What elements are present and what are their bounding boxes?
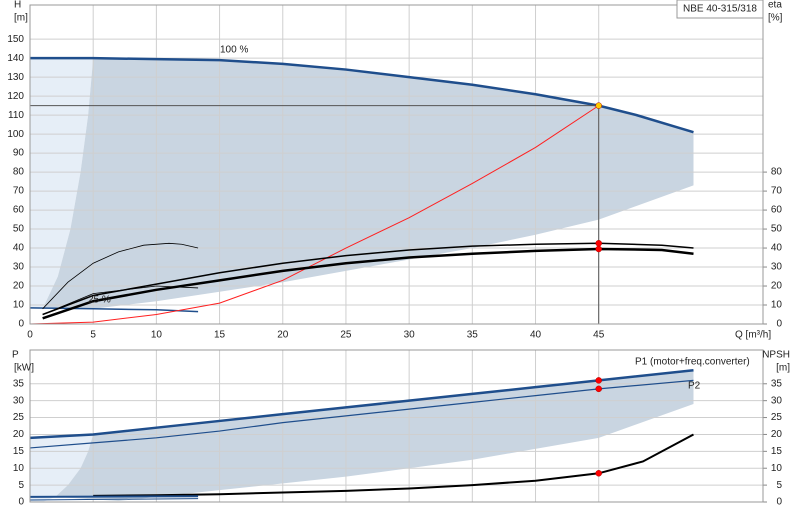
annotation: 25 % [88, 295, 111, 306]
y-axis-label: P [12, 350, 19, 361]
curve [42, 242, 694, 316]
duty-point [595, 470, 602, 477]
y2-tick-label: 10 [771, 463, 783, 474]
y2-tick-label: 30 [771, 262, 783, 273]
x-tick-label: 40 [530, 330, 542, 341]
curve [42, 285, 199, 315]
y2-axis-unit: [%] [768, 13, 783, 24]
y-tick-label: 140 [7, 53, 24, 64]
y2-tick-label: 70 [771, 186, 783, 197]
y-tick-label: 30 [13, 395, 25, 406]
annotation: P2 [688, 381, 701, 392]
curve [29, 498, 199, 501]
curve [93, 433, 694, 497]
x-tick-label: 30 [404, 330, 416, 341]
y2-tick-label: 5 [776, 480, 782, 491]
title-box [676, 0, 764, 19]
y2-tick-label: 0 [776, 497, 782, 508]
y-tick-label: 30 [13, 262, 25, 273]
y-tick-label: 150 [7, 34, 24, 45]
x-tick-label: 15 [214, 330, 226, 341]
plot-frame [29, 4, 764, 325]
y2-axis-label: eta [768, 0, 782, 11]
y-tick-label: 10 [13, 463, 25, 474]
y-tick-label: 50 [13, 224, 25, 235]
y2-tick-label: 60 [771, 205, 783, 216]
y-tick-label: 20 [13, 429, 25, 440]
x-tick-label: 5 [90, 330, 96, 341]
y2-tick-label: 25 [771, 412, 783, 423]
y-tick-label: 100 [7, 129, 24, 140]
y-tick-label: 0 [18, 497, 24, 508]
y2-tick-label: 35 [771, 378, 783, 389]
x-tick-label: 0 [27, 330, 33, 341]
y-tick-label: 0 [18, 319, 24, 330]
y-tick-label: 20 [13, 281, 25, 292]
y-axis-label: H [14, 0, 21, 11]
y2-tick-label: 0 [776, 319, 782, 330]
y-axis-unit: [m] [14, 13, 28, 24]
x-tick-label: 25 [340, 330, 352, 341]
y2-tick-label: 10 [771, 300, 783, 311]
y2-tick-label: 20 [771, 429, 783, 440]
y-tick-label: 35 [13, 378, 25, 389]
plot-frame [29, 349, 764, 503]
duty-point [595, 240, 602, 247]
y-tick-label: 10 [13, 300, 25, 311]
duty-point [595, 377, 602, 384]
duty-point [595, 245, 602, 253]
chart-title: NBE 40-315/318 [683, 4, 757, 15]
y2-axis-label: NPSH [762, 350, 790, 361]
operating-area [42, 58, 694, 309]
curve [29, 495, 199, 498]
y2-tick-label: 80 [771, 167, 783, 178]
y-tick-label: 5 [18, 480, 24, 491]
curve [29, 369, 694, 440]
y2-tick-label: 40 [771, 243, 783, 254]
y2-tick-label: 20 [771, 281, 783, 292]
x-tick-label: 35 [467, 330, 479, 341]
x-tick-label: 10 [151, 330, 163, 341]
y-tick-label: 15 [13, 446, 25, 457]
y2-tick-label: 30 [771, 395, 783, 406]
y2-tick-label: 15 [771, 446, 783, 457]
y-tick-label: 70 [13, 186, 25, 197]
operating-area [30, 58, 94, 309]
duty-point [595, 385, 602, 393]
y2-axis-unit: [m] [776, 363, 790, 374]
y-tick-label: 40 [13, 243, 25, 254]
x-tick-label: 20 [277, 330, 289, 341]
annotation: P1 (motor+freq.converter) [635, 357, 750, 368]
y-tick-label: 80 [13, 167, 25, 178]
curve [29, 379, 694, 449]
y-tick-label: 120 [7, 91, 24, 102]
annotation: 100 % [220, 45, 248, 56]
curve [29, 105, 599, 325]
y2-tick-label: 50 [771, 224, 783, 235]
y-tick-label: 25 [13, 412, 25, 423]
y-tick-label: 110 [8, 110, 24, 121]
curve [30, 56, 694, 134]
y-tick-label: 90 [13, 148, 25, 159]
duty-point [595, 102, 602, 109]
y-axis-unit: [kW] [14, 363, 34, 374]
curve [42, 247, 694, 320]
x-tick-label: 45 [593, 330, 605, 341]
y-tick-label: 130 [7, 72, 24, 83]
curve [42, 242, 199, 310]
y-tick-label: 60 [13, 205, 25, 216]
x-axis-label: Q [m³/h] [735, 330, 771, 341]
